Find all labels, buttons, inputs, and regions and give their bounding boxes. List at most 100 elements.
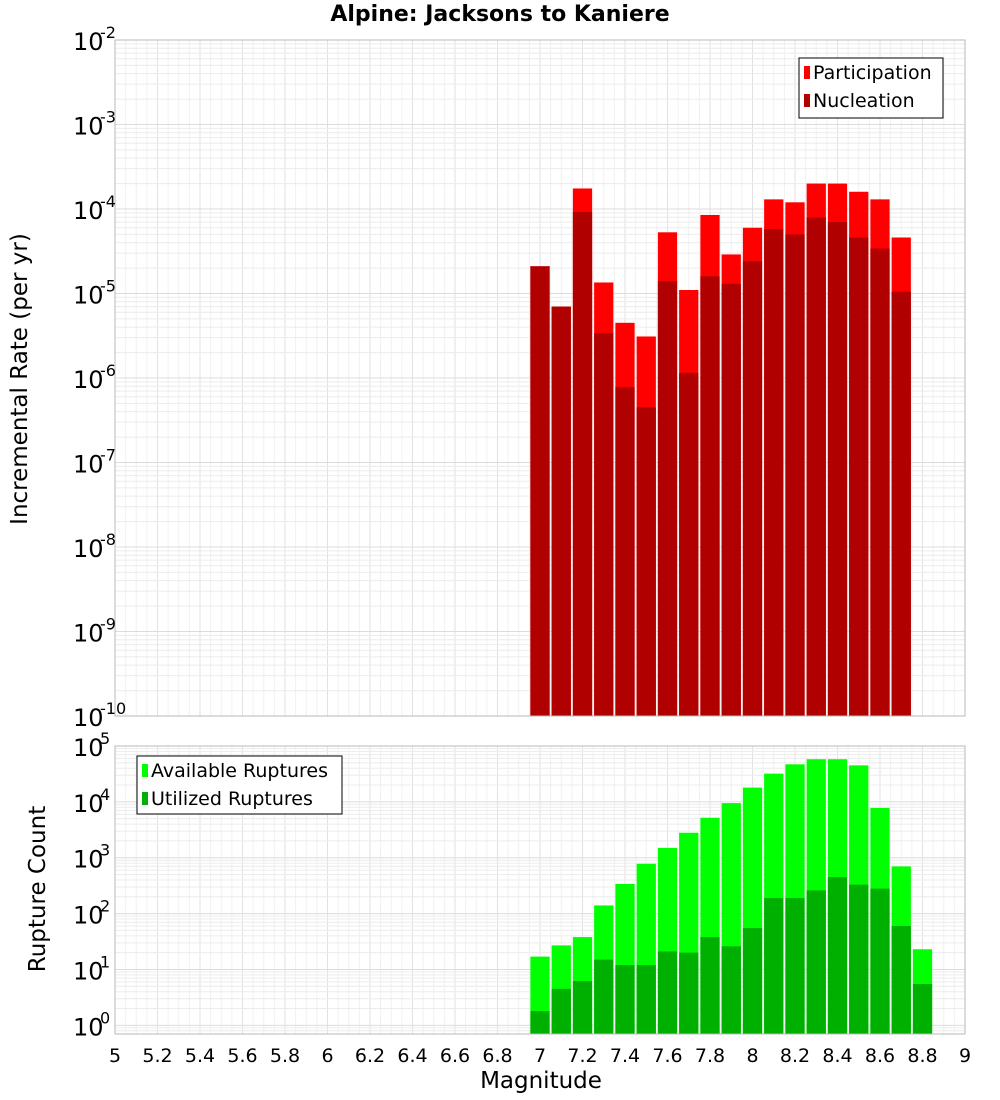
x-tick-label: 6.2 xyxy=(355,1045,385,1067)
chart-title: Alpine: Jacksons to Kaniere xyxy=(330,2,670,27)
bar-utilized-ruptures xyxy=(551,988,571,1034)
bar-utilized-ruptures xyxy=(572,981,593,1034)
y-tick-label: 10 xyxy=(73,620,104,648)
bar-utilized-ruptures xyxy=(785,898,805,1034)
bar-nucleation xyxy=(870,248,890,716)
bar-utilized-ruptures xyxy=(657,951,678,1034)
y-tick-label: 10 xyxy=(73,734,104,762)
bar-utilized-ruptures xyxy=(636,965,656,1034)
bar-utilized-ruptures xyxy=(700,937,720,1034)
x-tick-label: 6.6 xyxy=(440,1045,470,1067)
x-tick-label: 8.4 xyxy=(822,1045,852,1067)
y-tick-label: 10 xyxy=(73,704,104,730)
legend-swatch xyxy=(142,792,148,805)
bar-utilized-ruptures xyxy=(742,928,763,1034)
y-tick-exponent: -9 xyxy=(100,615,116,634)
y-tick-exponent: 3 xyxy=(100,841,110,860)
legend: Available Ruptures Utilized Ruptures xyxy=(136,755,343,815)
y-tick-exponent: -10 xyxy=(100,699,126,718)
x-tick-label: 7.8 xyxy=(695,1045,725,1067)
legend: Participation Nucleation xyxy=(798,57,944,119)
x-axis-label: Magnitude xyxy=(480,1068,602,1094)
legend-box xyxy=(136,755,343,815)
x-tick-label: 7 xyxy=(534,1045,546,1067)
bar-available-ruptures xyxy=(721,803,741,1034)
y-tick-exponent: 5 xyxy=(100,729,110,748)
y-tick-exponent: -4 xyxy=(100,192,116,211)
bar-available-ruptures xyxy=(891,866,911,1034)
bar-nucleation xyxy=(742,261,763,716)
y-tick-label: 10 xyxy=(73,1013,104,1041)
legend-swatch xyxy=(804,66,810,79)
bar-available-ruptures xyxy=(572,937,593,1034)
bar-utilized-ruptures xyxy=(912,983,933,1034)
y-tick-exponent: 1 xyxy=(100,952,110,971)
x-tick-label: 5.4 xyxy=(185,1045,215,1067)
bar-utilized-ruptures xyxy=(679,952,699,1034)
bar-available-ruptures xyxy=(700,817,720,1034)
bar-utilized-ruptures xyxy=(870,888,890,1034)
y-tick-exponent: 0 xyxy=(100,1008,110,1027)
bar-nucleation xyxy=(530,266,550,716)
y-tick-label: 10 xyxy=(73,282,104,310)
bar-available-ruptures xyxy=(785,764,805,1034)
y-tick-label: 10 xyxy=(73,535,104,563)
y-tick-exponent: -5 xyxy=(100,277,116,296)
x-tick-label: 8.6 xyxy=(865,1045,895,1067)
participation-nucleation-chart: 10-1010-910-810-710-610-510-410-310-2Par… xyxy=(73,23,966,730)
bar-nucleation xyxy=(806,217,826,716)
bar-utilized-ruptures xyxy=(594,959,614,1034)
bar-available-ruptures xyxy=(636,863,656,1034)
grid-lines xyxy=(114,745,966,1035)
bar-nucleation xyxy=(764,228,784,716)
bar-available-ruptures xyxy=(594,905,614,1034)
y-tick-label: 10 xyxy=(73,451,104,479)
x-tick-label: 7.2 xyxy=(567,1045,597,1067)
y-tick-exponent: -3 xyxy=(100,108,116,127)
y-tick-label: 10 xyxy=(73,790,104,818)
x-tick-label: 5.6 xyxy=(227,1045,257,1067)
plot-frame xyxy=(114,39,966,717)
y-tick-label: 10 xyxy=(73,28,104,56)
bar-nucleation xyxy=(636,407,656,716)
x-tick-label: 5.8 xyxy=(270,1045,300,1067)
plot-frame xyxy=(114,745,966,1035)
y-tick-label: 10 xyxy=(73,113,104,141)
y-tick-label: 10 xyxy=(73,197,104,225)
legend-box xyxy=(798,57,944,119)
bar-available-ruptures xyxy=(615,883,635,1034)
legend-label: Utilized Ruptures xyxy=(151,788,313,810)
bar-utilized-ruptures xyxy=(530,1011,550,1034)
bar-available-ruptures xyxy=(530,956,550,1034)
x-tick-label: 7.4 xyxy=(610,1045,640,1067)
y-tick-label: 10 xyxy=(73,902,104,930)
bar-available-ruptures xyxy=(679,832,699,1034)
bar-available-ruptures xyxy=(742,787,763,1034)
bar-utilized-ruptures xyxy=(827,877,848,1034)
bar-nucleation xyxy=(721,283,741,716)
y-tick-label: 10 xyxy=(73,846,104,874)
x-tick-label: 9 xyxy=(959,1045,971,1067)
x-ticks: 5 5.2 5.4 5.6 5.8 6 6.2 6.4 6.6 6.8 7 7.2 7.4 7.6 7.8 8… xyxy=(109,1045,971,1067)
bar-available-ruptures xyxy=(657,847,678,1034)
bar-utilized-ruptures xyxy=(615,965,635,1034)
bar-nucleation xyxy=(572,212,593,716)
y-tick-exponent: -2 xyxy=(100,23,116,42)
x-tick-label: 6.8 xyxy=(482,1045,512,1067)
x-tick-label: 5 xyxy=(109,1045,121,1067)
bar-available-ruptures xyxy=(870,807,890,1034)
bar-utilized-ruptures xyxy=(849,884,869,1034)
bar-utilized-ruptures xyxy=(764,898,784,1034)
legend-label: Nucleation xyxy=(813,90,915,112)
y-tick-exponent: -6 xyxy=(100,361,116,380)
x-tick-label: 8.2 xyxy=(780,1045,810,1067)
legend-label: Participation xyxy=(813,62,932,84)
x-tick-label: 8 xyxy=(746,1045,758,1067)
bar-available-ruptures xyxy=(912,949,933,1034)
y-tick-exponent: -8 xyxy=(100,530,116,549)
bar-utilized-ruptures xyxy=(891,926,911,1034)
y-tick-exponent: -7 xyxy=(100,446,116,465)
